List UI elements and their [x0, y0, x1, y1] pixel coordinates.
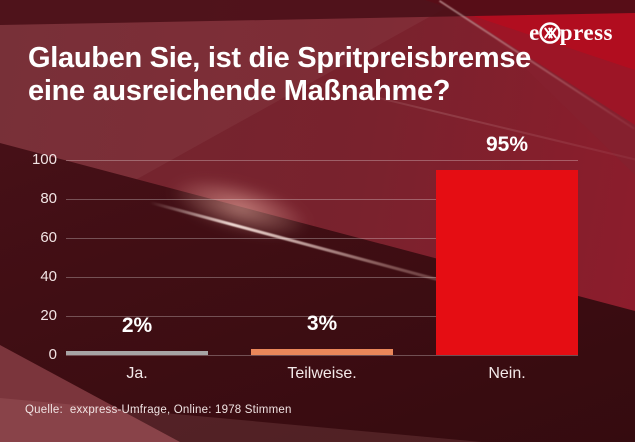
y-tick-label: 40	[40, 268, 57, 285]
bar-value-label: 95%	[485, 132, 529, 156]
y-tick-label: 100	[31, 151, 57, 168]
page-title: Glauben Sie, ist die Spritpreisbremse ei…	[28, 42, 531, 108]
source-note: Quelle: exxpress-Umfrage, Online: 1978 St…	[25, 404, 292, 416]
y-tick-label: 20	[40, 307, 57, 324]
bar-chart-plot: 2% Ja. 3% Teilweise. 95% Nein.	[66, 133, 578, 382]
grid-line	[66, 159, 578, 161]
bar-value-label: 3%	[306, 312, 338, 336]
source-label: Quelle:	[25, 404, 63, 416]
y-axis: 0 20 40 60 80 100	[0, 151, 57, 363]
bar-value-label: 2%	[121, 314, 153, 338]
grid-line	[66, 315, 578, 317]
logo-prefix: e	[529, 20, 540, 45]
bar-ja	[66, 351, 208, 355]
double-x-circle-icon	[539, 22, 561, 44]
title-line-1: Glauben Sie, ist die Spritpreisbremse	[28, 42, 532, 74]
bar-teilweise	[251, 349, 393, 355]
grid-line	[66, 237, 578, 239]
grid-line	[66, 354, 578, 356]
bar-category-label: Teilweise.	[287, 365, 357, 382]
title-line-2: eine ausreichende Maßnahme?	[28, 75, 451, 107]
logo-suffix: press	[559, 20, 613, 45]
y-tick-label: 80	[40, 190, 57, 207]
y-tick-label: 0	[48, 346, 57, 363]
source-text: exxpress-Umfrage, Online: 1978 Stimmen	[69, 404, 292, 416]
brand-logo: e press	[529, 20, 613, 46]
bar-nein	[436, 169, 578, 355]
y-tick-label: 60	[40, 229, 57, 246]
grid-line	[66, 276, 578, 278]
bar-category-label: Nein.	[488, 365, 526, 382]
bar-category-label: Ja.	[126, 365, 148, 382]
grid-line	[66, 198, 578, 200]
